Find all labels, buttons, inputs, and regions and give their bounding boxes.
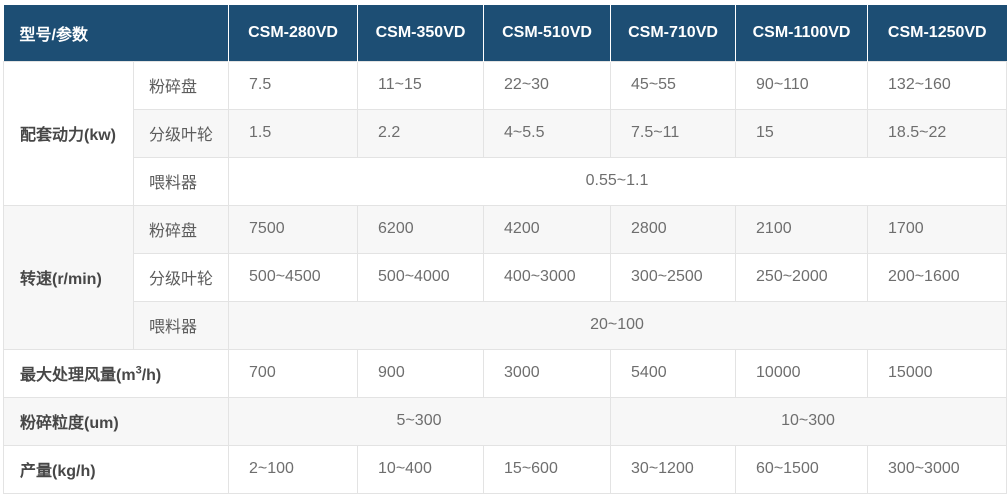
value-cell: 300~2500 (610, 252, 737, 302)
value-cell: 5400 (610, 348, 737, 398)
value-cell: 2~100 (228, 444, 359, 494)
value-cell: 500~4000 (357, 252, 485, 302)
value-cell: 11~15 (357, 60, 485, 110)
value-cell: 3000 (483, 348, 612, 398)
row-label-air-volume: 最大处理风量(m3/h) (2, 348, 230, 398)
value-cell: 2800 (610, 204, 737, 254)
value-cell: 22~30 (483, 60, 612, 110)
sub-label-crushing-disc: 粉碎盘 (132, 60, 230, 110)
sub-label-classifying-impeller: 分级叶轮 (132, 252, 230, 302)
value-cell: 15 (735, 108, 869, 158)
table-row: 转速(r/min) 粉碎盘 7500 6200 4200 2800 2100 1… (3, 204, 1007, 350)
value-cell: 7.5 (228, 60, 359, 110)
value-cell: 200~1600 (867, 252, 1007, 302)
model-header-csm-710vd: CSM-710VD (610, 5, 736, 61)
value-cell: 1700 (867, 204, 1007, 254)
value-cell: 15~600 (483, 444, 612, 494)
table-row: 产量(kg/h) 2~100 10~400 15~600 30~1200 60~… (2, 444, 1007, 494)
value-cell: 18.5~22 (867, 108, 1007, 158)
value-cell: 15000 (867, 348, 1007, 398)
table-row: 分级叶轮 1.5 2.2 4~5.5 7.5~11 15 18.5~22 (4, 108, 1007, 158)
value-cell: 2100 (735, 204, 869, 254)
value-cell: 7.5~11 (610, 108, 737, 158)
spec-table: 型号/参数 CSM-280VD CSM-350VD CSM-510VD CSM-… (2, 5, 1007, 494)
value-cell: 250~2000 (735, 252, 869, 302)
row-label-text: /h) (141, 367, 162, 384)
value-cell: 7500 (228, 204, 359, 254)
table-row: 配套动力(kw) 粉碎盘 7.5 11~15 22~30 45~55 90~11… (3, 60, 1007, 206)
model-header-csm-350vd: CSM-350VD (357, 5, 484, 61)
sub-label-feeder: 喂料器 (132, 156, 230, 206)
group-label-speed: 转速(r/min) (3, 204, 134, 350)
superscript-3: 3 (135, 364, 142, 377)
table-row: 喂料器 0.55~1.1 (4, 156, 1007, 206)
value-cell: 30~1200 (610, 444, 737, 494)
value-cell: 10000 (735, 348, 869, 398)
value-cell: 45~55 (610, 60, 737, 110)
group-label-power: 配套动力(kw) (3, 60, 134, 206)
value-cell: 10~400 (357, 444, 485, 494)
model-header-csm-280vd: CSM-280VD (228, 5, 358, 61)
value-cell: 90~110 (735, 60, 869, 110)
row-label-particle-size: 粉碎粒度(um) (2, 396, 230, 446)
value-cell: 2.2 (357, 108, 485, 158)
merged-value-cell: 10~300 (610, 396, 1007, 446)
table-row: 喂料器 20~100 (4, 300, 1007, 350)
sub-label-feeder: 喂料器 (132, 300, 230, 350)
table-row: 粉碎粒度(um) 5~300 10~300 (2, 396, 1007, 446)
model-header-csm-510vd: CSM-510VD (483, 5, 611, 61)
value-cell: 6200 (357, 204, 485, 254)
merged-value-cell: 0.55~1.1 (228, 156, 1007, 206)
value-cell: 500~4500 (228, 252, 359, 302)
sub-label-crushing-disc: 粉碎盘 (132, 204, 230, 254)
sub-label-classifying-impeller: 分级叶轮 (132, 108, 230, 158)
row-label-output: 产量(kg/h) (2, 444, 230, 494)
merged-value-cell: 20~100 (228, 300, 1007, 350)
table-row: 最大处理风量(m3/h) 700 900 3000 5400 10000 150… (2, 348, 1007, 398)
model-header-csm-1250vd: CSM-1250VD (867, 5, 1007, 61)
value-cell: 700 (228, 348, 359, 398)
header-row: 型号/参数 CSM-280VD CSM-350VD CSM-510VD CSM-… (3, 5, 1007, 61)
row-label-text: 最大处理风量(m (20, 367, 136, 384)
value-cell: 132~160 (867, 60, 1007, 110)
merged-value-cell: 5~300 (228, 396, 612, 446)
param-header-cell: 型号/参数 (3, 5, 229, 61)
value-cell: 4200 (483, 204, 612, 254)
model-header-csm-1100vd: CSM-1100VD (735, 5, 868, 61)
value-cell: 60~1500 (735, 444, 869, 494)
table-row: 分级叶轮 500~4500 500~4000 400~3000 300~2500… (4, 252, 1007, 302)
value-cell: 900 (357, 348, 485, 398)
value-cell: 300~3000 (867, 444, 1007, 494)
value-cell: 400~3000 (483, 252, 612, 302)
value-cell: 4~5.5 (483, 108, 612, 158)
value-cell: 1.5 (228, 108, 359, 158)
